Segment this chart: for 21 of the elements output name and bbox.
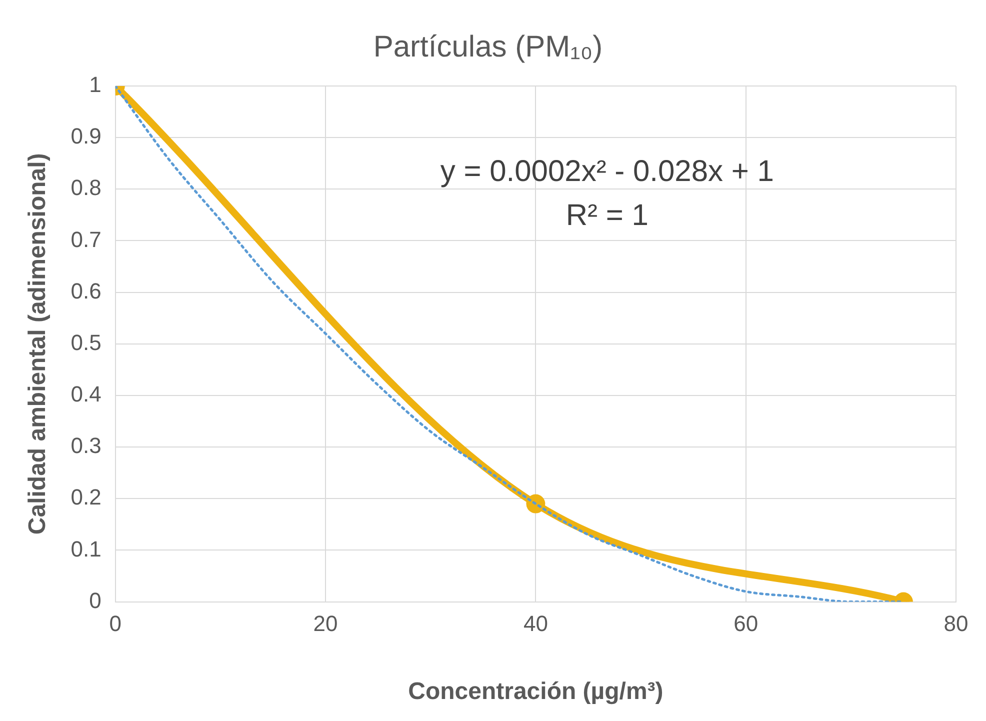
x-tick-label: 40 xyxy=(523,611,548,636)
y-axis-title: Calidad ambiental (adimensional) xyxy=(24,153,52,535)
x-axis-title: Concentración (µg/m³) xyxy=(408,678,664,706)
y-tick-label: 0.3 xyxy=(70,433,102,458)
y-tick-label: 0.4 xyxy=(70,382,102,407)
chart-title: Partículas (PM₁₀) xyxy=(373,30,603,64)
x-tick-label: 0 xyxy=(109,611,122,636)
x-tick-label: 60 xyxy=(734,611,758,636)
annotation: y = 0.0002x² - 0.028x + 1 xyxy=(440,155,774,188)
y-tick-label: 0.9 xyxy=(70,124,102,149)
y-tick-label: 1 xyxy=(89,72,102,98)
y-tick-label: 0.2 xyxy=(70,484,102,510)
y-tick-label: 0.5 xyxy=(70,330,102,355)
y-tick-label: 0.8 xyxy=(70,175,102,200)
x-tick-label: 20 xyxy=(313,611,338,636)
annotation: R² = 1 xyxy=(566,199,648,232)
x-tick-label: 80 xyxy=(944,611,968,636)
y-tick-label: 0.1 xyxy=(70,536,102,562)
y-tick-label: 0.6 xyxy=(70,278,102,304)
y-tick-label: 0 xyxy=(89,588,102,613)
y-tick-label: 0.7 xyxy=(70,226,102,252)
